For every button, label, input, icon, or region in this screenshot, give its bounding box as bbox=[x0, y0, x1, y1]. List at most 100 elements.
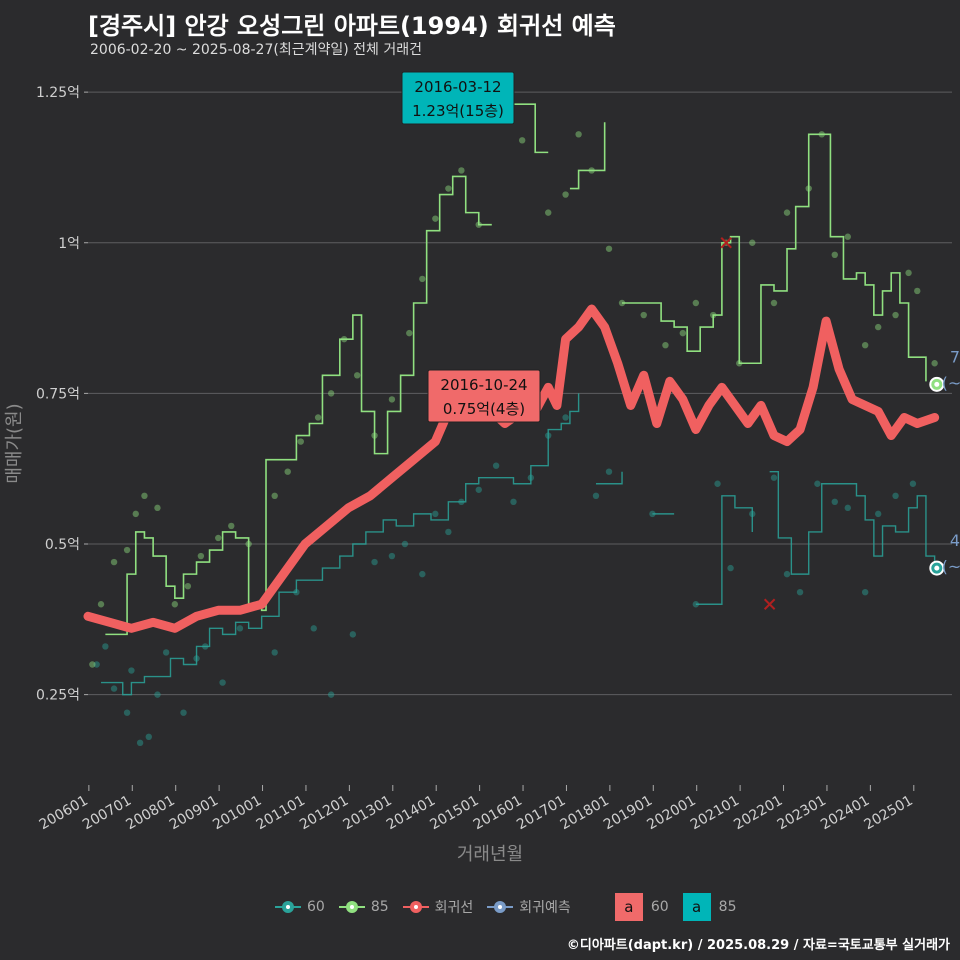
x-tick-label: 200701 bbox=[80, 793, 134, 834]
series-line-60 bbox=[695, 495, 753, 605]
scatter-point-85 bbox=[110, 558, 118, 566]
legend-box-label-85: 85 bbox=[718, 899, 737, 915]
end-value-label-85: 7,650 bbox=[950, 347, 960, 366]
scatter-point-85 bbox=[432, 215, 439, 222]
scatter-point-60 bbox=[327, 691, 335, 698]
scatter-point-60 bbox=[93, 661, 100, 668]
y-tick-label: 1.25억 bbox=[36, 85, 80, 101]
scatter-point-60 bbox=[432, 510, 439, 518]
scatter-point-60 bbox=[180, 709, 187, 716]
end-size-label-60: (~60㎡) bbox=[942, 557, 960, 576]
scatter-point-60 bbox=[401, 540, 409, 548]
series-line-85 bbox=[622, 133, 927, 382]
scatter-point-85 bbox=[749, 239, 756, 246]
scatter-point-60 bbox=[592, 492, 600, 499]
scatter-point-85 bbox=[132, 510, 139, 518]
scatter-point-85 bbox=[141, 492, 148, 499]
scatter-point-60 bbox=[510, 498, 517, 506]
scatter-point-85 bbox=[545, 209, 552, 216]
scatter-point-60 bbox=[102, 643, 109, 650]
legend-box-label-60: 60 bbox=[650, 899, 669, 915]
y-tick-label: 0.25억 bbox=[36, 688, 80, 704]
legend-box-glyph-85: a bbox=[682, 893, 711, 921]
regression-line bbox=[83, 304, 940, 633]
scatter-point-60 bbox=[770, 474, 778, 481]
scatter-point-60 bbox=[874, 510, 882, 518]
chart-subtitle: 2006-02-20 ~ 2025-08-27(최근계약일) 전체 거래건 bbox=[90, 42, 422, 58]
cross-marker bbox=[763, 598, 776, 610]
scatter-point-60 bbox=[445, 528, 452, 536]
x-tick-label: 202401 bbox=[818, 793, 872, 834]
annotation-box bbox=[427, 369, 541, 423]
scatter-point-85 bbox=[327, 390, 335, 397]
scatter-point-85 bbox=[388, 396, 396, 403]
scatter-point-60 bbox=[492, 462, 500, 469]
series-line-60 bbox=[101, 393, 580, 696]
y-tick-label: 1억 bbox=[58, 236, 80, 252]
scatter-point-60 bbox=[605, 468, 613, 475]
x-tick-label: 201601 bbox=[471, 793, 525, 834]
scatter-point-85 bbox=[353, 372, 361, 379]
scatter-point-85 bbox=[419, 275, 426, 283]
scatter-point-85 bbox=[445, 185, 452, 192]
legend-box-85: a 85 bbox=[682, 893, 737, 921]
x-tick-label: 201201 bbox=[297, 793, 351, 834]
series-line-60 bbox=[769, 471, 936, 575]
x-tick-label: 201401 bbox=[384, 793, 438, 834]
scatter-point-60 bbox=[892, 492, 899, 499]
scatter-point-85 bbox=[518, 137, 526, 144]
scatter-point-85 bbox=[892, 311, 899, 319]
annotation-value: 0.75억(4층) bbox=[443, 400, 525, 418]
scatter-point-85 bbox=[692, 299, 700, 307]
scatter-point-85 bbox=[831, 251, 838, 258]
scatter-point-60 bbox=[162, 649, 170, 656]
x-tick-label: 202001 bbox=[644, 793, 698, 834]
x-tick-label: 200801 bbox=[123, 793, 177, 834]
scatter-point-60 bbox=[831, 498, 838, 506]
scatter-point-60 bbox=[236, 625, 244, 632]
end-marker-dot-85 bbox=[934, 381, 940, 387]
y-axis-title: 매매가(원) bbox=[4, 403, 25, 483]
scatter-point-60 bbox=[861, 589, 869, 596]
x-tick-label: 202301 bbox=[775, 793, 829, 834]
scatter-point-85 bbox=[197, 552, 205, 560]
legend-label-60: 60 bbox=[307, 899, 325, 915]
scatter-point-85 bbox=[154, 504, 161, 512]
scatter-point-60 bbox=[475, 486, 482, 493]
legend-label-regression: 회귀선 bbox=[434, 900, 474, 916]
end-marker-dot-60 bbox=[934, 565, 940, 571]
scatter-point-85 bbox=[458, 167, 465, 174]
scatter-point-85 bbox=[562, 191, 569, 198]
scatter-point-60 bbox=[219, 679, 226, 686]
scatter-point-85 bbox=[215, 534, 222, 542]
annotation-box bbox=[401, 71, 515, 125]
scatter-point-60 bbox=[145, 733, 152, 740]
scatter-point-85 bbox=[314, 414, 322, 421]
scatter-point-85 bbox=[662, 341, 669, 349]
scatter-point-85 bbox=[406, 329, 413, 337]
scatter-point-85 bbox=[770, 299, 778, 307]
scatter-point-85 bbox=[640, 311, 647, 319]
legend-item-85: 85 bbox=[338, 899, 389, 915]
scatter-point-85 bbox=[575, 131, 582, 138]
end-size-label-85: (~85㎡) bbox=[942, 373, 960, 392]
annotation-date: 2016-10-24 bbox=[440, 376, 527, 394]
scatter-point-60 bbox=[844, 504, 851, 512]
scatter-point-85 bbox=[284, 468, 291, 475]
scatter-point-60 bbox=[814, 480, 821, 487]
scatter-point-85 bbox=[97, 601, 105, 608]
scatter-point-85 bbox=[297, 438, 304, 445]
scatter-point-60 bbox=[310, 625, 317, 632]
scatter-point-85 bbox=[89, 661, 96, 668]
x-tick-label: 201901 bbox=[601, 793, 655, 834]
scatter-point-60 bbox=[419, 570, 426, 578]
y-tick-label: 0.75억 bbox=[36, 386, 80, 402]
x-tick-label: 201801 bbox=[558, 793, 612, 834]
x-tick-label: 202101 bbox=[688, 793, 742, 834]
scatter-point-60 bbox=[562, 414, 569, 421]
legend-item-60: 60 bbox=[275, 899, 325, 915]
scatter-point-60 bbox=[154, 691, 161, 698]
legend-item-forecast: 회귀예측 bbox=[487, 897, 571, 917]
legend-item-regression: 회귀선 bbox=[402, 897, 474, 917]
